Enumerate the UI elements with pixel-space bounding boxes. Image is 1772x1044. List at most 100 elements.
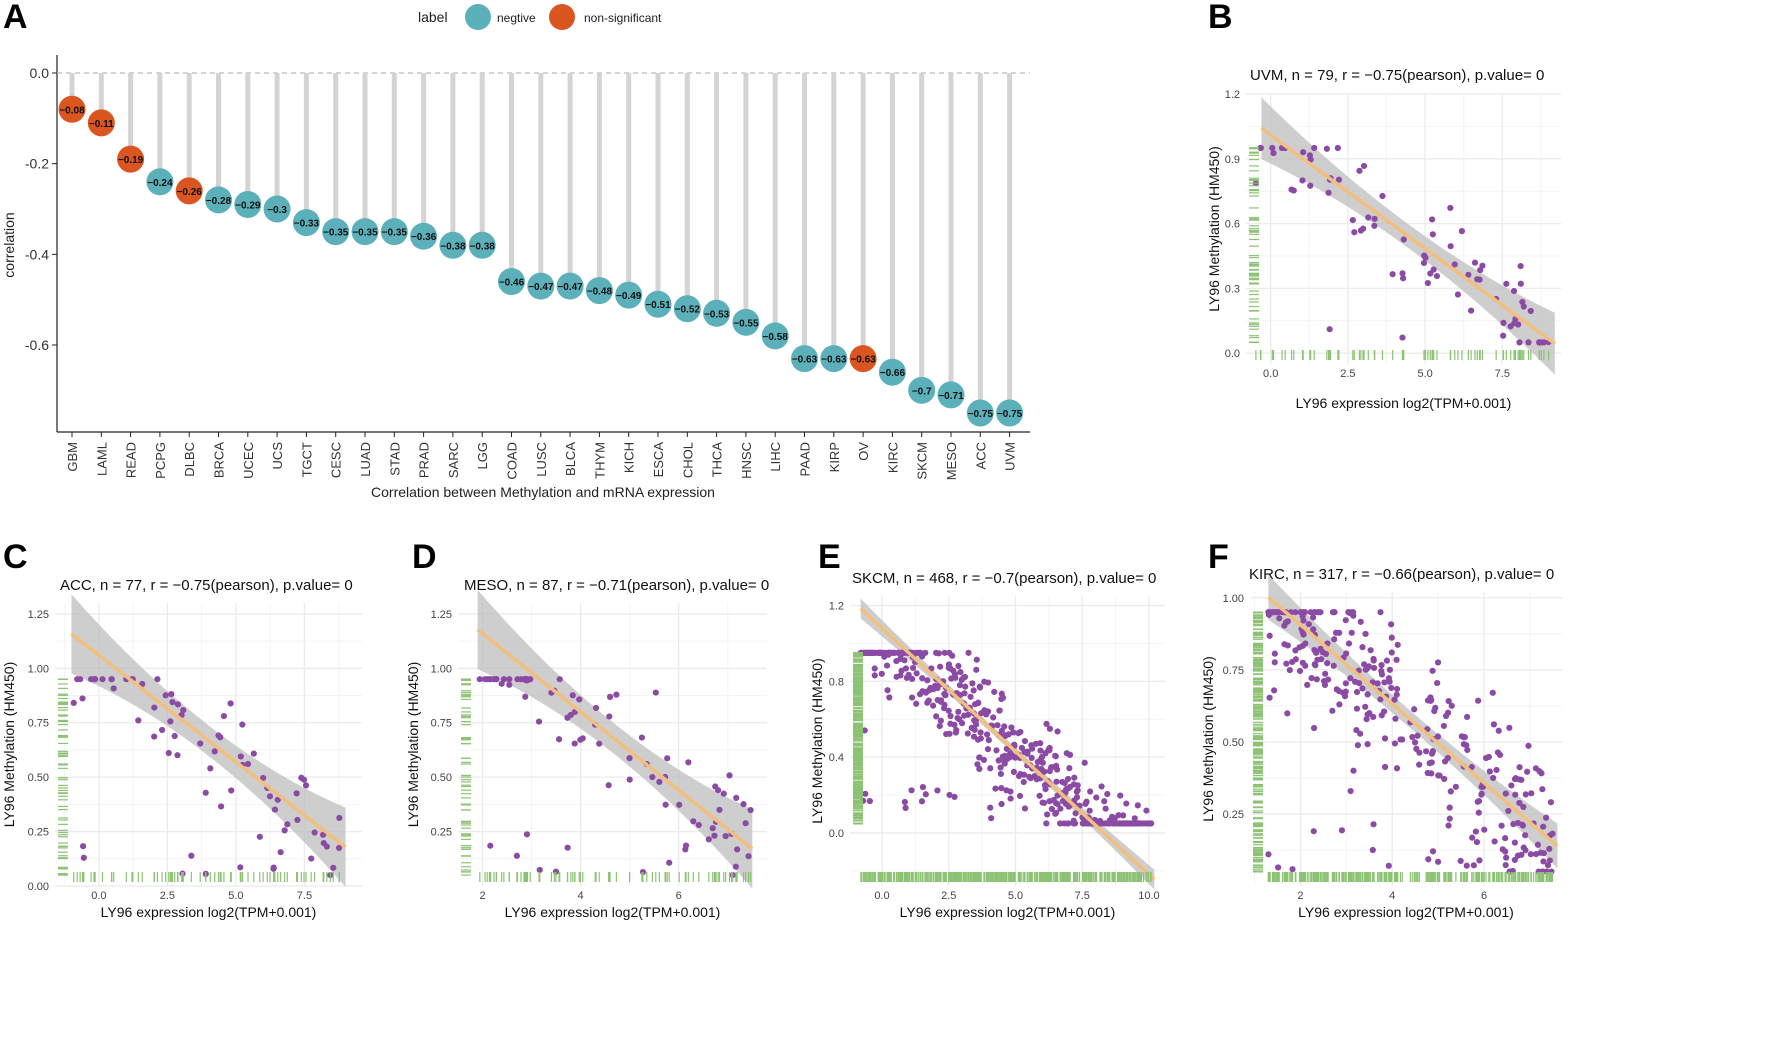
dot-chol (673, 295, 701, 323)
data-point (1306, 152, 1313, 159)
panel-b: B UVM, n = 79, r = −0.75(pearson), p.valu… (1206, 0, 1561, 411)
data-point (1353, 727, 1360, 734)
data-point (1016, 792, 1024, 799)
data-point (180, 707, 187, 714)
data-point (664, 755, 671, 762)
dot-kirc (878, 358, 906, 386)
data-point (997, 770, 1004, 778)
data-point (1546, 845, 1553, 852)
data-point (1527, 307, 1534, 315)
y-tick-label: 0.9 (1225, 154, 1240, 166)
data-point (1003, 787, 1010, 794)
data-point (1324, 660, 1331, 667)
data-point (1039, 799, 1046, 806)
data-point (1377, 696, 1384, 703)
data-point (335, 844, 343, 852)
data-point (987, 765, 994, 772)
data-point (973, 656, 980, 663)
data-point (1485, 753, 1492, 761)
data-point (596, 740, 603, 747)
data-point (1073, 788, 1080, 795)
data-point (522, 693, 529, 700)
dot-uvm (996, 399, 1024, 427)
data-point (1502, 861, 1509, 869)
data-point (1357, 227, 1364, 234)
value-label-pcpg: −0.24 (147, 178, 173, 189)
x-tick-label-stad: STAD (387, 442, 402, 476)
data-point (1270, 149, 1277, 157)
data-point (933, 649, 940, 656)
data-point (1522, 791, 1529, 798)
x-tick-label-uvm: UVM (1003, 442, 1018, 471)
data-point (1081, 759, 1088, 766)
data-point (908, 675, 916, 683)
data-point (1502, 790, 1509, 797)
regression-line (476, 628, 754, 851)
dot-ucec (234, 190, 262, 218)
data-point (1098, 783, 1105, 790)
data-point (715, 787, 722, 794)
data-point (1440, 722, 1447, 730)
data-point (250, 750, 257, 757)
data-point (924, 699, 931, 706)
data-point (871, 665, 878, 672)
data-point (1124, 820, 1132, 827)
data-point (1414, 732, 1421, 739)
value-label-brca: −0.28 (206, 196, 232, 207)
value-label-kirc: −0.66 (880, 368, 906, 379)
data-point (1343, 650, 1350, 657)
data-point (988, 815, 995, 822)
data-point (905, 671, 912, 678)
dot-coad (498, 268, 525, 296)
data-point (977, 729, 984, 736)
x-tick-label-acc: ACC (973, 442, 988, 469)
data-point (1364, 665, 1371, 672)
data-point (883, 662, 891, 669)
data-point (908, 787, 915, 794)
y-tick-label: 1.00 (28, 663, 49, 675)
y-tick-label: 1.2 (829, 600, 844, 612)
data-point (747, 806, 754, 814)
data-point (1292, 609, 1299, 616)
data-point (281, 827, 288, 834)
data-point (80, 854, 87, 861)
data-point (685, 759, 692, 766)
y-tick-label: 1.25 (28, 609, 49, 621)
data-point (1371, 222, 1378, 229)
data-point (592, 704, 600, 712)
data-point (1536, 339, 1543, 346)
data-point (1334, 144, 1341, 152)
value-label-uvm: −0.75 (997, 409, 1023, 420)
data-point (695, 821, 702, 829)
data-point (569, 692, 576, 699)
data-point (886, 694, 893, 701)
data-point (1114, 820, 1121, 827)
data-point (1342, 688, 1349, 695)
data-point (1269, 609, 1277, 616)
data-point (1445, 697, 1452, 705)
data-point (946, 791, 953, 799)
data-point (902, 804, 909, 812)
x-tick-label-tgct: TGCT (299, 442, 314, 477)
data-point (1516, 764, 1523, 771)
y-tick-label: 1.2 (1225, 89, 1240, 101)
data-point (1265, 851, 1272, 858)
data-point (256, 833, 263, 840)
x-tick-label: 4 (1389, 890, 1395, 902)
data-point (1506, 724, 1513, 731)
data-point (1383, 657, 1391, 664)
legend-title: label (418, 9, 448, 25)
data-point (1325, 189, 1332, 196)
data-point (167, 718, 174, 725)
data-point (976, 765, 983, 773)
data-point (983, 731, 991, 738)
x-tick-label-luad: LUAD (358, 442, 373, 477)
value-label-read: −0.19 (118, 155, 144, 166)
data-point (188, 852, 195, 859)
data-point (298, 774, 305, 781)
data-point (320, 839, 327, 847)
data-point (266, 793, 274, 800)
legend-label-non-significant: non-significant (584, 11, 662, 25)
data-point (1018, 744, 1025, 752)
